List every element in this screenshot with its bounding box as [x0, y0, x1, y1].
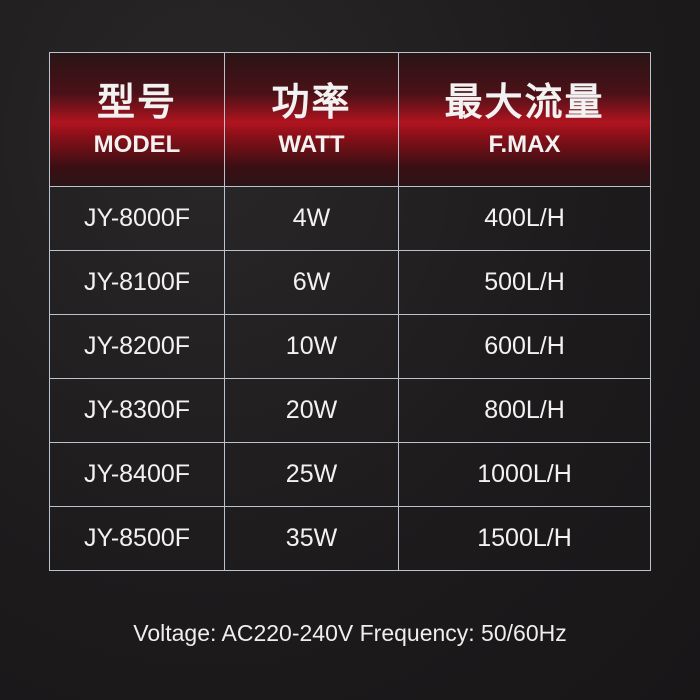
table-row: JY-8500F 35W 1500L/H [49, 506, 651, 571]
watt-cell: 10W [224, 314, 399, 379]
header-en: F.MAX [488, 130, 561, 158]
watt-cell: 20W [224, 378, 399, 443]
flow-cell: 1500L/H [398, 506, 651, 571]
header-cn: 最大流量 [444, 79, 605, 124]
watt-cell: 6W [224, 250, 399, 315]
model-cell: JY-8400F [49, 442, 225, 507]
flow-cell: 1000L/H [398, 442, 651, 507]
watt-cell: 4W [224, 186, 399, 251]
voltage-frequency-note: Voltage: AC220-240V Frequency: 50/60Hz [133, 620, 567, 646]
table-row: JY-8000F 4W 400L/H [49, 186, 651, 251]
table-row: JY-8100F 6W 500L/H [49, 250, 651, 315]
header-cn: 型号 [96, 79, 177, 124]
watt-cell: 25W [224, 442, 399, 507]
flow-cell: 400L/H [398, 186, 651, 251]
header-cn: 功率 [271, 79, 352, 124]
header-row: 型号 MODEL 功率 WATT 最大流量 F.MAX [49, 52, 651, 187]
header-model: 型号 MODEL [49, 52, 225, 187]
header-en: MODEL [93, 130, 181, 158]
table-row: JY-8400F 25W 1000L/H [49, 442, 651, 507]
model-cell: JY-8100F [49, 250, 225, 315]
model-cell: JY-8300F [49, 378, 225, 443]
flow-cell: 600L/H [398, 314, 651, 379]
spec-table: 型号 MODEL 功率 WATT 最大流量 F.MAX JY-8000F 4W 400L/… [49, 52, 651, 571]
model-cell: JY-8200F [49, 314, 225, 379]
header-watt: 功率 WATT [224, 52, 399, 187]
header-fmax: 最大流量 F.MAX [398, 52, 651, 187]
header-en: WATT [278, 130, 345, 158]
model-cell: JY-8000F [49, 186, 225, 251]
watt-cell: 35W [224, 506, 399, 571]
table-row: JY-8300F 20W 800L/H [49, 378, 651, 443]
model-cell: JY-8500F [49, 506, 225, 571]
flow-cell: 800L/H [398, 378, 651, 443]
table-row: JY-8200F 10W 600L/H [49, 314, 651, 379]
flow-cell: 500L/H [398, 250, 651, 315]
